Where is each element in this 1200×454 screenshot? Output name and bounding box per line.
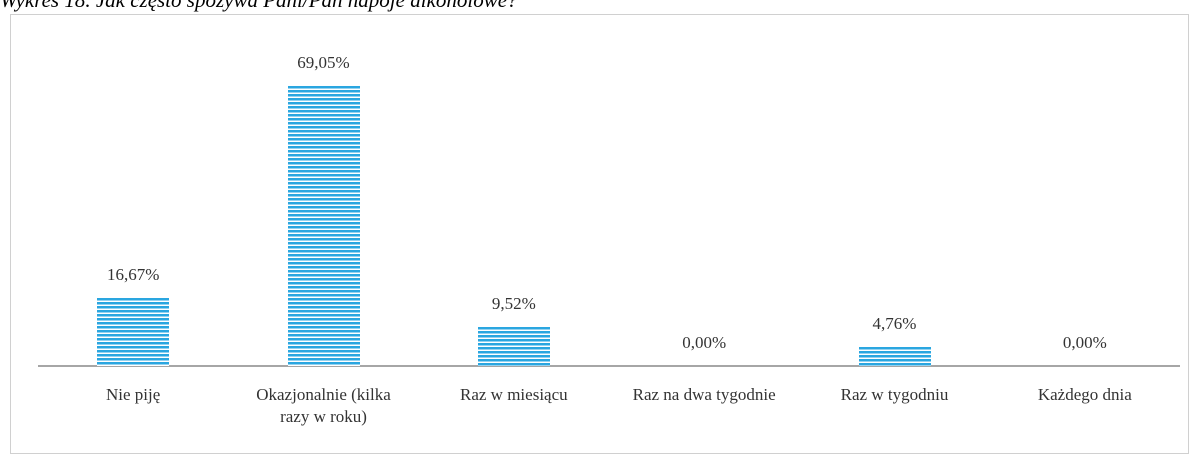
value-label: 16,67% bbox=[106, 265, 160, 285]
value-label: 9,52% bbox=[491, 294, 536, 314]
bar bbox=[477, 327, 550, 366]
bar bbox=[858, 346, 931, 366]
value-label: 69,05% bbox=[297, 53, 350, 72]
bar bbox=[287, 86, 360, 366]
value-label: 0,00% bbox=[682, 333, 727, 352]
bar bbox=[97, 298, 170, 366]
chart-title: Wykres 18. Jak często spożywa Pani/Pan n… bbox=[0, 0, 518, 12]
x-tick-label: Każdego dnia bbox=[1037, 385, 1132, 404]
x-tick-label: Raz na dwa tygodnie bbox=[632, 385, 776, 404]
value-label: 4,76% bbox=[872, 313, 917, 333]
x-tick-label: Okazjonalnie (kilka razy w roku) bbox=[256, 385, 391, 426]
x-tick-label: Raz w tygodniu bbox=[840, 385, 949, 404]
value-label: 0,00% bbox=[1062, 333, 1107, 352]
x-axis bbox=[38, 365, 1180, 367]
x-tick-label: Raz w miesiącu bbox=[460, 385, 568, 404]
x-tick-label: Nie piję bbox=[106, 385, 161, 404]
